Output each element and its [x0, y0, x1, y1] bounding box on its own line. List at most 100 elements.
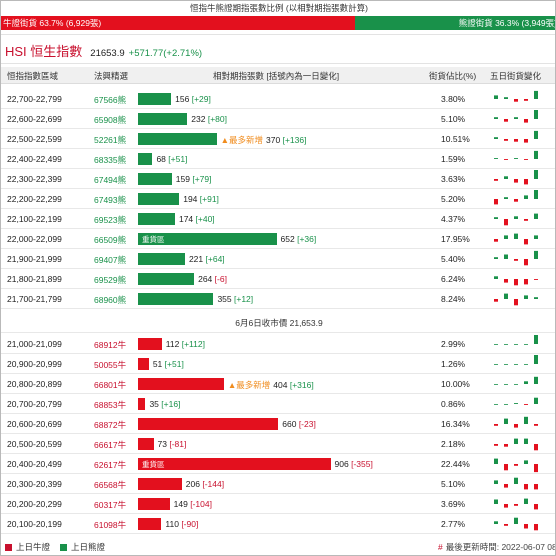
qty-number: 156: [175, 94, 190, 104]
share-percent: 3.80%: [441, 94, 466, 104]
share-percent: 2.99%: [441, 339, 466, 349]
header-trend: 五日街貨變化: [490, 71, 542, 81]
warrant-code-link[interactable]: 52261熊: [94, 135, 127, 145]
qty-value: 68 [+51]: [156, 154, 187, 164]
sparkline-bar: [494, 95, 498, 99]
share-percent: 5.40%: [441, 254, 466, 264]
range-label: 20,900-20,999: [7, 359, 62, 369]
sparkline-bar: [534, 213, 538, 219]
sparkline-bar: [524, 219, 528, 221]
qty-number: 906: [334, 459, 349, 469]
bear-row[interactable]: 22,000-22,099 66509熊 重貨區 652 [+36] 17.95%: [1, 229, 555, 249]
warrant-code-link[interactable]: 67494熊: [94, 175, 127, 185]
warrant-code-link[interactable]: 67493熊: [94, 195, 127, 205]
sparkline-bar: [514, 158, 518, 159]
qty-delta: [-355]: [351, 459, 373, 469]
share-percent: 2.77%: [441, 519, 466, 529]
sparkline-bar: [514, 179, 518, 183]
bear-row[interactable]: 22,700-22,799 67566熊 156 [+29] 3.80%: [1, 89, 555, 109]
bull-row[interactable]: 21,000-21,099 68912牛 112 [+112] 2.99%: [1, 334, 555, 354]
sparkline-bar: [534, 279, 538, 280]
bull-row[interactable]: 20,400-20,499 62617牛 重貨區 906 [-355] 22.44%: [1, 454, 555, 474]
five-day-sparkline: [494, 397, 538, 405]
qty-delta: [+80]: [207, 114, 228, 124]
qty-value: 264 [-6]: [198, 274, 227, 284]
bull-row[interactable]: 20,900-20,999 50055牛 51 [+51] 1.26%: [1, 354, 555, 374]
sparkline-bar: [504, 484, 508, 488]
bull-row[interactable]: 20,800-20,899 66801牛 ▲最多新增 404 [+316] 10.00%: [1, 374, 555, 394]
range-label: 22,700-22,799: [7, 94, 62, 104]
sparkline-bar: [534, 170, 538, 179]
bear-row[interactable]: 22,100-22,199 69523熊 174 [+40] 4.37%: [1, 209, 555, 229]
qty-value: 149 [-104]: [174, 499, 212, 509]
warrant-code-link[interactable]: 68853牛: [94, 400, 127, 410]
bull-row[interactable]: 20,700-20,799 68853牛 35 [+16] 0.86%: [1, 394, 555, 414]
warrant-code-link[interactable]: 66801牛: [94, 380, 127, 390]
warrant-code-link[interactable]: 61098牛: [94, 520, 127, 530]
bull-row[interactable]: 20,600-20,699 68872牛 660 [-23] 16.34%: [1, 414, 555, 434]
bear-row[interactable]: 21,900-21,999 69407熊 221 [+64] 5.40%: [1, 249, 555, 269]
header-range: 恒指指數區域: [7, 71, 59, 81]
qty-number: 73: [157, 439, 167, 449]
sparkline-bar: [494, 299, 498, 302]
warrant-code-link[interactable]: 62617牛: [94, 460, 127, 470]
qty-number: 174: [178, 214, 194, 224]
sparkline-bar: [524, 381, 528, 384]
warrant-code-link[interactable]: 69407熊: [94, 255, 127, 265]
bull-row[interactable]: 20,300-20,399 66568牛 206 [-144] 5.10%: [1, 474, 555, 494]
range-label: 22,000-22,099: [7, 234, 62, 244]
bear-row[interactable]: 22,400-22,499 68335熊 68 [+51] 1.59%: [1, 149, 555, 169]
bull-legend-label: 上日牛證: [16, 542, 51, 552]
warrant-code-link[interactable]: 65908熊: [94, 115, 127, 125]
bear-row[interactable]: 22,500-22,599 52261熊 ▲最多新增 370 [+136] 10.51%: [1, 129, 555, 149]
sparkline-bar: [504, 197, 508, 199]
close-price-divider: 6月6日收市價 21,653.9: [1, 314, 555, 333]
index-change: +571.77(+2.71%): [128, 48, 203, 59]
qty-value: 660 [-23]: [282, 419, 316, 429]
bull-row[interactable]: 20,500-20,599 66617牛 73 [-81] 2.18%: [1, 434, 555, 454]
qty-delta: [+79]: [192, 174, 212, 184]
bear-row[interactable]: 22,600-22,699 65908熊 232 [+80] 5.10%: [1, 109, 555, 129]
range-label: 22,300-22,399: [7, 174, 62, 184]
qty-bar: [138, 498, 170, 510]
qty-delta: [+64]: [205, 254, 225, 264]
sparkline-bar: [524, 239, 528, 245]
sparkline-bar: [534, 424, 538, 426]
range-label: 22,400-22,499: [7, 154, 62, 164]
warrant-code-link[interactable]: 69523熊: [94, 215, 127, 225]
qty-delta: [+91]: [199, 194, 219, 204]
warrant-code-link[interactable]: 68335熊: [94, 155, 127, 165]
sparkline-bar: [494, 424, 498, 426]
warrant-code-link[interactable]: 68872牛: [94, 420, 127, 430]
warrant-code-link[interactable]: 60317牛: [94, 500, 127, 510]
warrant-code-link[interactable]: 66617牛: [94, 440, 127, 450]
sparkline-bar: [534, 464, 538, 473]
bear-row[interactable]: 22,200-22,299 67493熊 194 [+91] 5.20%: [1, 189, 555, 209]
bull-row[interactable]: 20,100-20,199 61098牛 110 [-90] 2.77%: [1, 514, 555, 534]
sparkline-bar: [504, 418, 508, 424]
warrant-code-link[interactable]: 69529熊: [94, 275, 127, 285]
bear-row[interactable]: 21,800-21,899 69529熊 264 [-6] 6.24%: [1, 269, 555, 289]
five-day-sparkline: [494, 335, 538, 345]
bull-row[interactable]: 20,200-20,299 60317牛 149 [-104] 3.69%: [1, 494, 555, 514]
bear-row[interactable]: 21,700-21,799 68960熊 355 [+12] 8.24%: [1, 289, 555, 309]
share-percent: 5.20%: [441, 194, 466, 204]
warrant-code-link[interactable]: 68912牛: [94, 340, 127, 350]
sparkline-bar: [534, 297, 538, 299]
warrant-code-link[interactable]: 68960熊: [94, 295, 127, 305]
warrant-code-link[interactable]: 50055牛: [94, 360, 127, 370]
qty-bar: [138, 113, 188, 125]
five-day-sparkline: [494, 110, 538, 123]
bear-row[interactable]: 22,300-22,399 67494熊 159 [+79] 3.63%: [1, 169, 555, 189]
warrant-code-link[interactable]: 67566熊: [94, 95, 127, 105]
five-day-sparkline: [494, 170, 538, 185]
sparkline-bar: [524, 195, 528, 199]
range-label: 22,200-22,299: [7, 194, 62, 204]
warrant-code-link[interactable]: 66568牛: [94, 480, 127, 490]
sparkline-bar: [534, 335, 538, 344]
sparkline-bar: [494, 499, 498, 504]
sparkline-bar: [514, 364, 518, 365]
sparkline-bar: [504, 97, 508, 99]
range-label: 21,800-21,899: [7, 274, 62, 284]
warrant-code-link[interactable]: 66509熊: [94, 235, 127, 245]
